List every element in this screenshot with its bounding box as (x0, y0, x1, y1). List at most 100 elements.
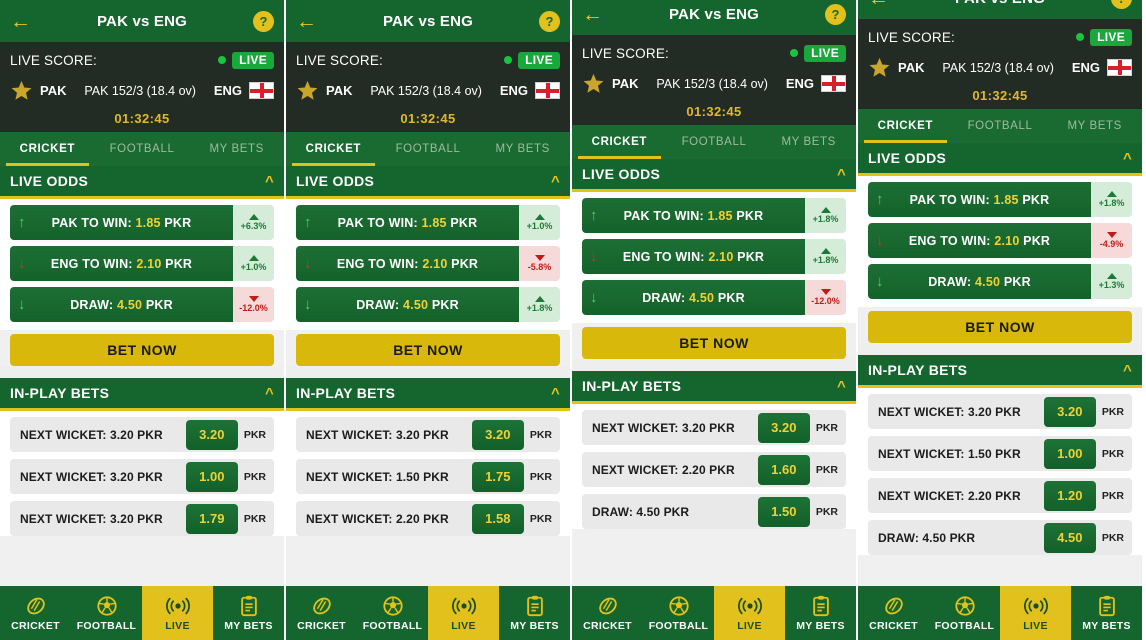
tab-my-bets[interactable]: MY BETS (189, 132, 284, 166)
in-play-bet-row[interactable]: NEXT WICKET: 2.20 PKR 1.58 PKR (296, 501, 560, 536)
help-icon[interactable]: ? (1111, 0, 1132, 9)
chevron-up-icon[interactable]: ^ (836, 377, 846, 395)
nav-item-cricket[interactable]: CRICKET (858, 586, 929, 640)
tab-cricket[interactable]: CRICKET (286, 132, 381, 166)
nav-item-live[interactable]: LIVE (428, 586, 499, 640)
chevron-up-icon[interactable]: ^ (1122, 149, 1132, 167)
odds-row[interactable]: ↓ DRAW: 4.50 PKR -12.0% (582, 280, 846, 315)
in-play-bet-row[interactable]: NEXT WICKET: 1.50 PKR 1.00 PKR (868, 436, 1132, 471)
bet-now-button[interactable]: BET NOW (868, 311, 1132, 343)
odds-row[interactable]: ↑ PAK TO WIN: 1.85 PKR +6.3% (10, 205, 274, 240)
nav-item-my-bets[interactable]: MY BETS (785, 586, 856, 640)
live-odds-header[interactable]: LIVE ODDS ^ (572, 159, 856, 192)
nav-item-football[interactable]: FOOTBALL (357, 586, 428, 640)
tab-my-bets[interactable]: MY BETS (1047, 109, 1142, 143)
nav-item-football[interactable]: FOOTBALL (929, 586, 1000, 640)
chevron-up-icon[interactable]: ^ (264, 172, 274, 190)
help-icon[interactable]: ? (539, 10, 560, 32)
nav-item-live[interactable]: LIVE (1000, 586, 1071, 640)
bet-now-button[interactable]: BET NOW (296, 334, 560, 366)
in-play-bet-row[interactable]: NEXT WICKET: 2.20 PKR 1.60 PKR (582, 452, 846, 487)
nav-item-my-bets[interactable]: MY BETS (1071, 586, 1142, 640)
in-play-odd-button[interactable]: 3.20 (471, 419, 524, 450)
in-play-odd-button[interactable]: 3.20 (1043, 396, 1096, 427)
in-play-odd-button[interactable]: 1.50 (757, 496, 810, 527)
in-play-odd-button[interactable]: 1.58 (471, 503, 524, 534)
odds-row[interactable]: ↑ PAK TO WIN: 1.85 PKR +1.8% (868, 182, 1132, 217)
live-odds-header[interactable]: LIVE ODDS ^ (286, 166, 570, 199)
in-play-odd-button[interactable]: 4.50 (1043, 522, 1096, 553)
in-play-odd-button[interactable]: 1.79 (185, 503, 238, 534)
odds-selection[interactable]: ↑ PAK TO WIN: 1.85 PKR (10, 205, 233, 240)
tab-cricket[interactable]: CRICKET (0, 132, 95, 166)
in-play-bets-header[interactable]: IN-PLAY BETS ^ (572, 371, 856, 404)
nav-item-my-bets[interactable]: MY BETS (213, 586, 284, 640)
odds-selection[interactable]: ↓ DRAW: 4.50 PKR (10, 287, 233, 322)
in-play-bets-header[interactable]: IN-PLAY BETS ^ (286, 378, 570, 411)
tab-football[interactable]: FOOTBALL (381, 132, 476, 166)
nav-item-cricket[interactable]: CRICKET (286, 586, 357, 640)
in-play-odd-button[interactable]: 1.00 (185, 461, 238, 492)
bet-now-button[interactable]: BET NOW (582, 327, 846, 359)
chevron-up-icon[interactable]: ^ (264, 384, 274, 402)
odds-selection[interactable]: ↓ ENG TO WIN: 2.10 PKR (10, 246, 233, 281)
odds-selection[interactable]: ↑ PAK TO WIN: 1.85 PKR (582, 198, 805, 233)
tab-football[interactable]: FOOTBALL (953, 109, 1048, 143)
odds-selection[interactable]: ↓ DRAW: 4.50 PKR (296, 287, 519, 322)
arrow-left-icon[interactable]: ← (582, 2, 603, 26)
help-icon[interactable]: ? (825, 3, 846, 25)
arrow-left-icon[interactable]: ← (296, 9, 317, 33)
in-play-odd-button[interactable]: 3.20 (757, 412, 810, 443)
odds-row[interactable]: ↓ DRAW: 4.50 PKR -12.0% (10, 287, 274, 322)
in-play-bets-header[interactable]: IN-PLAY BETS ^ (858, 355, 1142, 388)
chevron-up-icon[interactable]: ^ (550, 384, 560, 402)
in-play-odd-button[interactable]: 1.60 (757, 454, 810, 485)
in-play-odd-button[interactable]: 1.00 (1043, 438, 1096, 469)
odds-selection[interactable]: ↓ ENG TO WIN: 2.10 PKR (868, 223, 1091, 258)
arrow-left-icon[interactable]: ← (10, 9, 31, 33)
in-play-bet-row[interactable]: NEXT WICKET: 3.20 PKR 1.79 PKR (10, 501, 274, 536)
in-play-bets-header[interactable]: IN-PLAY BETS ^ (0, 378, 284, 411)
odds-selection[interactable]: ↑ PAK TO WIN: 1.85 PKR (868, 182, 1091, 217)
in-play-bet-row[interactable]: NEXT WICKET: 3.20 PKR 3.20 PKR (582, 410, 846, 445)
chevron-up-icon[interactable]: ^ (550, 172, 560, 190)
nav-item-live[interactable]: LIVE (714, 586, 785, 640)
odds-row[interactable]: ↓ DRAW: 4.50 PKR +1.3% (868, 264, 1132, 299)
odds-row[interactable]: ↓ ENG TO WIN: 2.10 PKR +1.0% (10, 246, 274, 281)
tab-my-bets[interactable]: MY BETS (475, 132, 570, 166)
tab-cricket[interactable]: CRICKET (572, 125, 667, 159)
nav-item-cricket[interactable]: CRICKET (0, 586, 71, 640)
tab-cricket[interactable]: CRICKET (858, 109, 953, 143)
chevron-up-icon[interactable]: ^ (836, 165, 846, 183)
odds-row[interactable]: ↑ PAK TO WIN: 1.85 PKR +1.8% (582, 198, 846, 233)
odds-row[interactable]: ↓ ENG TO WIN: 2.10 PKR -5.8% (296, 246, 560, 281)
odds-row[interactable]: ↓ DRAW: 4.50 PKR +1.8% (296, 287, 560, 322)
odds-selection[interactable]: ↓ DRAW: 4.50 PKR (868, 264, 1091, 299)
nav-item-my-bets[interactable]: MY BETS (499, 586, 570, 640)
tab-football[interactable]: FOOTBALL (95, 132, 190, 166)
in-play-bet-row[interactable]: DRAW: 4.50 PKR 1.50 PKR (582, 494, 846, 529)
tab-my-bets[interactable]: MY BETS (761, 125, 856, 159)
help-icon[interactable]: ? (253, 10, 274, 32)
in-play-odd-button[interactable]: 3.20 (185, 419, 238, 450)
odds-row[interactable]: ↑ PAK TO WIN: 1.85 PKR +1.0% (296, 205, 560, 240)
in-play-bet-row[interactable]: NEXT WICKET: 3.20 PKR 1.00 PKR (10, 459, 274, 494)
in-play-odd-button[interactable]: 1.75 (471, 461, 524, 492)
in-play-bet-row[interactable]: NEXT WICKET: 3.20 PKR 3.20 PKR (868, 394, 1132, 429)
tab-football[interactable]: FOOTBALL (667, 125, 762, 159)
nav-item-football[interactable]: FOOTBALL (71, 586, 142, 640)
in-play-bet-row[interactable]: DRAW: 4.50 PKR 4.50 PKR (868, 520, 1132, 555)
in-play-bet-row[interactable]: NEXT WICKET: 3.20 PKR 3.20 PKR (296, 417, 560, 452)
nav-item-cricket[interactable]: CRICKET (572, 586, 643, 640)
in-play-odd-button[interactable]: 1.20 (1043, 480, 1096, 511)
odds-selection[interactable]: ↓ ENG TO WIN: 2.10 PKR (296, 246, 519, 281)
in-play-bet-row[interactable]: NEXT WICKET: 3.20 PKR 3.20 PKR (10, 417, 274, 452)
arrow-left-icon[interactable]: ← (868, 0, 889, 9)
odds-row[interactable]: ↓ ENG TO WIN: 2.10 PKR -4.9% (868, 223, 1132, 258)
live-odds-header[interactable]: LIVE ODDS ^ (858, 143, 1142, 176)
nav-item-live[interactable]: LIVE (142, 586, 213, 640)
odds-selection[interactable]: ↑ PAK TO WIN: 1.85 PKR (296, 205, 519, 240)
odds-row[interactable]: ↓ ENG TO WIN: 2.10 PKR +1.8% (582, 239, 846, 274)
in-play-bet-row[interactable]: NEXT WICKET: 2.20 PKR 1.20 PKR (868, 478, 1132, 513)
bet-now-button[interactable]: BET NOW (10, 334, 274, 366)
